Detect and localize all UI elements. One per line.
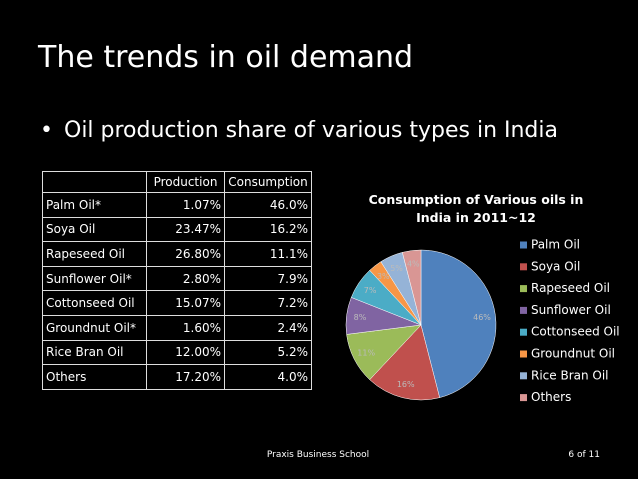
table-row: Groundnut Oil* 1.60% 2.4% bbox=[42, 314, 312, 341]
legend-label: Sunflower Oil bbox=[531, 303, 611, 317]
table-cell: 16.2% bbox=[224, 216, 312, 243]
legend-label: Rice Bran Oil bbox=[531, 368, 609, 382]
table-cell: Rice Bran Oil bbox=[42, 339, 147, 366]
table-cell: 1.07% bbox=[146, 192, 225, 218]
legend-swatch bbox=[520, 285, 527, 293]
table-row: Others 17.20% 4.0% bbox=[42, 364, 312, 390]
table-cell: 1.60% bbox=[146, 314, 225, 341]
bullet-text: Oil production share of various types in… bbox=[64, 118, 558, 143]
table-cell: 11.1% bbox=[224, 241, 312, 267]
legend-swatch bbox=[520, 350, 527, 358]
legend-label: Groundnut Oil bbox=[531, 347, 615, 361]
header-cell: Consumption bbox=[224, 171, 312, 193]
pie-slice bbox=[420, 249, 497, 398]
table-row: Cottonseed Oil 15.07% 7.2% bbox=[42, 290, 312, 316]
slide-title: The trends in oil demand bbox=[38, 40, 414, 75]
legend-label: Rapeseed Oil bbox=[531, 281, 610, 295]
slice-label: 11% bbox=[357, 348, 375, 357]
table-row: Rapeseed Oil 26.80% 11.1% bbox=[42, 241, 312, 267]
footer: Praxis Business School bbox=[266, 450, 370, 460]
slice-label: 5% bbox=[390, 264, 403, 273]
table-header-row: Production Consumption bbox=[42, 171, 312, 193]
legend-swatch bbox=[520, 372, 527, 380]
slice-label: 7% bbox=[364, 286, 377, 295]
table-cell: 26.80% bbox=[146, 241, 225, 267]
table-cell: 2.4% bbox=[224, 314, 312, 341]
table-row: Sunflower Oil* 2.80% 7.9% bbox=[42, 265, 312, 292]
table-cell: 2.80% bbox=[146, 265, 225, 292]
chart-title: Consumption of Various oils in India in … bbox=[368, 192, 584, 225]
legend-label: Soya Oil bbox=[531, 259, 580, 273]
table-cell: Rapeseed Oil bbox=[42, 241, 147, 267]
legend-swatch bbox=[520, 328, 527, 336]
table-cell: 15.07% bbox=[146, 290, 225, 316]
legend-label: Others bbox=[531, 390, 571, 404]
legend-swatch bbox=[520, 263, 527, 271]
slice-label: 4% bbox=[407, 259, 420, 268]
pie-slice bbox=[402, 249, 422, 326]
table-cell: 7.2% bbox=[224, 290, 312, 316]
bullet-marker: • bbox=[40, 118, 53, 143]
table-cell: Cottonseed Oil bbox=[42, 290, 147, 316]
legend-swatch bbox=[520, 306, 527, 314]
data-table: Production Consumption Palm Oil* 1.07% 46.0%… bbox=[42, 171, 312, 390]
legend-swatch bbox=[520, 394, 527, 402]
slice-label: 16% bbox=[397, 380, 415, 389]
legend-swatch bbox=[520, 241, 527, 249]
table-cell: 46.0% bbox=[224, 192, 312, 218]
table-cell: Palm Oil* bbox=[42, 192, 147, 218]
legend-label: Palm Oil bbox=[531, 238, 580, 252]
table-row: Palm Oil* 1.07% 46.0% bbox=[42, 192, 312, 218]
slice-label: 8% bbox=[354, 313, 367, 322]
table-cell: 7.9% bbox=[224, 265, 312, 292]
slice-label: 46% bbox=[473, 313, 491, 322]
pie-slice bbox=[369, 324, 440, 401]
legend-label: Cottonseed Oil bbox=[531, 325, 620, 339]
table-cell: Others bbox=[42, 364, 147, 390]
page-number: 6 of 11 bbox=[568, 450, 600, 460]
slice-label: 3% bbox=[377, 272, 390, 281]
table-cell: 4.0% bbox=[224, 364, 312, 390]
